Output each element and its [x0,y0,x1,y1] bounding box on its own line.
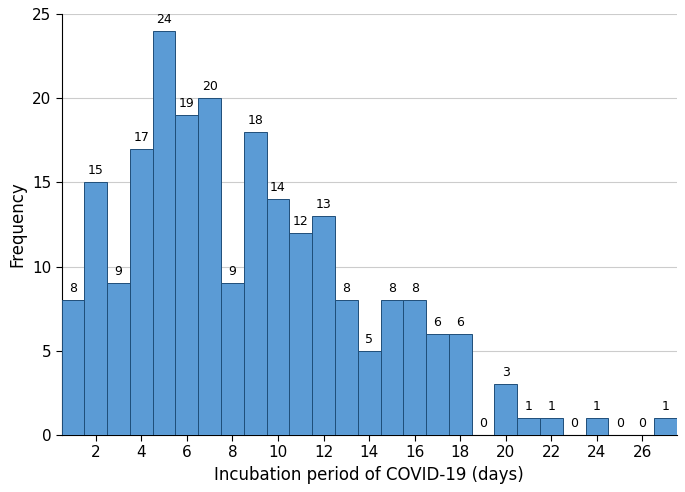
Text: 0: 0 [616,417,624,430]
Text: 8: 8 [342,282,350,295]
Text: 24: 24 [156,13,172,26]
Text: 5: 5 [365,333,373,345]
Bar [62,300,84,435]
Bar [495,384,517,435]
Text: 17: 17 [134,131,149,144]
Text: 1: 1 [593,400,601,413]
Text: 0: 0 [638,417,647,430]
Text: 12: 12 [293,215,309,228]
Bar [107,283,130,435]
Text: 0: 0 [570,417,578,430]
Bar [289,233,312,435]
Text: 1: 1 [525,400,532,413]
Bar [244,132,266,435]
Y-axis label: Frequency: Frequency [8,182,26,267]
Text: 0: 0 [479,417,487,430]
Bar [266,199,289,435]
Bar [153,31,175,435]
Bar [312,216,335,435]
Bar [335,300,358,435]
Bar [654,418,677,435]
Text: 9: 9 [229,265,236,278]
Bar [358,351,380,435]
Bar [198,98,221,435]
Bar [84,183,107,435]
Bar [403,300,426,435]
Text: 8: 8 [388,282,396,295]
Bar [175,115,198,435]
Text: 1: 1 [547,400,556,413]
Bar [380,300,403,435]
Text: 15: 15 [88,164,103,178]
Bar [449,334,472,435]
Bar [540,418,563,435]
Text: 6: 6 [456,316,464,329]
Text: 6: 6 [434,316,441,329]
Text: 18: 18 [247,114,263,127]
Text: 8: 8 [411,282,419,295]
Text: 1: 1 [661,400,669,413]
X-axis label: Incubation period of COVID-19 (days): Incubation period of COVID-19 (days) [214,465,524,484]
Text: 20: 20 [201,80,218,93]
Text: 8: 8 [69,282,77,295]
Bar [586,418,608,435]
Text: 3: 3 [502,366,510,379]
Text: 9: 9 [114,265,123,278]
Text: 19: 19 [179,97,195,110]
Bar [517,418,540,435]
Bar [221,283,244,435]
Bar [426,334,449,435]
Bar [130,149,153,435]
Text: 14: 14 [270,181,286,194]
Text: 13: 13 [316,198,332,211]
